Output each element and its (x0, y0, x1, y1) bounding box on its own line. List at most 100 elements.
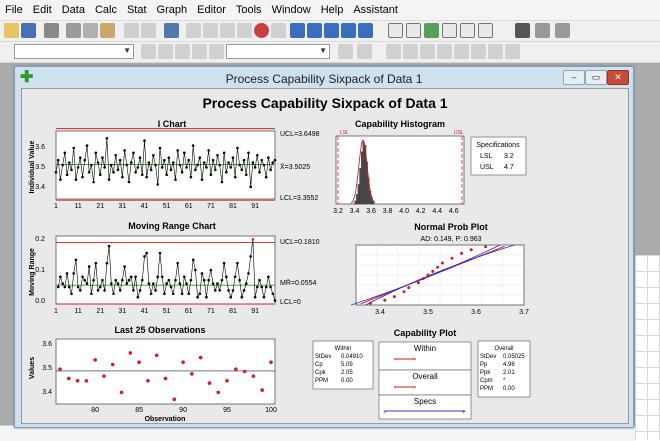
polyline-tool-icon[interactable] (505, 44, 520, 59)
mr-point (176, 261, 179, 265)
ichart-ytick: 3.5 (35, 164, 45, 171)
help-icon[interactable] (271, 23, 286, 38)
tile-window-icon[interactable] (515, 23, 530, 38)
menu-assistant[interactable]: Assistant (353, 4, 398, 16)
dot-tool-icon[interactable] (471, 44, 486, 59)
print-icon[interactable] (44, 23, 59, 38)
mr-ytick: 0.2 (35, 236, 45, 243)
hist-xtick: 3.2 (333, 208, 343, 215)
menu-graph[interactable]: Graph (156, 4, 188, 16)
search-icon[interactable] (357, 44, 372, 59)
select-arrow-icon[interactable] (141, 44, 156, 59)
ichart-point (70, 168, 73, 172)
delete-icon[interactable] (338, 44, 353, 59)
menu-data[interactable]: Data (61, 4, 85, 16)
related-docs-icon[interactable] (442, 23, 457, 38)
cancel-icon[interactable] (254, 23, 269, 38)
window-manager-icon[interactable] (555, 23, 570, 38)
overall-stat-label: Pp (480, 362, 488, 368)
brush-icon[interactable] (158, 44, 173, 59)
menu-stat[interactable]: Stat (126, 4, 147, 16)
overall-bar-label: Overall (412, 372, 438, 381)
menu-calc[interactable]: Calc (94, 4, 117, 16)
info-icon[interactable] (406, 23, 421, 38)
menu-window[interactable]: Window (271, 4, 311, 16)
graph-brush-icon[interactable] (460, 23, 475, 38)
paste-icon[interactable] (100, 23, 115, 38)
mr-xticks: 1 11 21 31 41 51 61 71 81 91 (54, 308, 259, 315)
sixpack-graph[interactable]: Process Capability Sixpack of Data 1 I C… (21, 88, 629, 424)
previous-icon[interactable] (186, 23, 201, 38)
rectangle-tool-icon[interactable] (420, 44, 435, 59)
mr-point (247, 272, 250, 275)
project-manager-icon[interactable] (341, 23, 356, 38)
new-window-icon[interactable] (535, 23, 550, 38)
nprob-point (416, 281, 420, 285)
ichart-point (169, 168, 173, 172)
ichart-xtick: 91 (251, 203, 259, 210)
undo-icon[interactable] (124, 23, 139, 38)
minimize-button[interactable]: – (563, 70, 585, 85)
mr-point (200, 272, 204, 275)
zoom-icon[interactable] (209, 44, 224, 59)
line-tool-icon[interactable] (454, 44, 469, 59)
overall-stat-value: * (503, 378, 506, 384)
worksheet-icon[interactable] (307, 23, 322, 38)
next-icon[interactable] (203, 23, 218, 38)
menu-file[interactable]: File (5, 4, 23, 16)
flag-icon[interactable] (192, 44, 207, 59)
menu-help[interactable]: Help (320, 4, 344, 16)
restore-button[interactable]: ▭ (585, 70, 607, 85)
ichart-point (271, 161, 275, 164)
mr-point (183, 275, 186, 279)
item-select-dropdown[interactable]: ▼ (14, 44, 134, 59)
close-button[interactable]: ✕ (607, 70, 629, 85)
crosshair-icon[interactable] (175, 44, 190, 59)
menu-editor[interactable]: Editor (197, 4, 226, 16)
mr-point (260, 285, 264, 289)
overall-bar-tick: + (394, 385, 397, 391)
mr-point (125, 282, 129, 285)
graph-select-icon[interactable] (478, 23, 493, 38)
cut-icon[interactable] (66, 23, 81, 38)
pointer-tool-icon[interactable] (386, 44, 401, 59)
ichart-point (247, 151, 250, 155)
menu-edit[interactable]: Edit (32, 4, 52, 16)
mr-xtick: 31 (118, 308, 126, 315)
ichart-point (242, 158, 246, 162)
mr-point (267, 275, 270, 279)
save-project-icon[interactable] (21, 23, 36, 38)
ellipse-tool-icon[interactable] (437, 44, 452, 59)
graph-folder-icon[interactable] (424, 23, 439, 38)
specs-bar-label: Specs (414, 397, 436, 406)
mr-point (185, 282, 188, 285)
menu-tools[interactable]: Tools (235, 4, 262, 16)
report-pad-icon[interactable] (388, 23, 403, 38)
ichart-point (180, 170, 184, 174)
polygon-tool-icon[interactable] (488, 44, 503, 59)
last-icon[interactable] (237, 23, 252, 38)
open-project-icon[interactable] (4, 23, 19, 38)
session-window-icon[interactable] (290, 23, 305, 38)
mr-point (81, 275, 84, 279)
graph-item-dropdown[interactable]: ▼ (226, 44, 330, 59)
nprob-point (436, 265, 440, 269)
first-icon[interactable] (220, 23, 235, 38)
overall-stats-rows: StDev 0.05025 Pp 4.98 Ppk 2.01 Cpm * PPM 0.00 (480, 354, 525, 392)
hist-title: Capability Histogram (355, 119, 445, 129)
redo-icon[interactable] (141, 23, 156, 38)
mr-point (236, 261, 239, 265)
graphs-icon[interactable] (324, 23, 339, 38)
graph-window-titlebar[interactable]: ✚ Process Capability Sixpack of Data 1 –… (15, 67, 633, 89)
mr-point (107, 244, 111, 248)
hist-bar (354, 200, 357, 205)
edit-last-dialog-icon[interactable] (164, 23, 179, 38)
copy-icon[interactable] (83, 23, 98, 38)
history-icon[interactable] (358, 23, 373, 38)
mr-title: Moving Range Chart (128, 221, 216, 231)
mr-point (233, 275, 237, 279)
mr-point (136, 295, 140, 299)
ichart-point (167, 156, 171, 160)
ichart-point (63, 151, 67, 155)
text-tool-icon[interactable] (403, 44, 418, 59)
